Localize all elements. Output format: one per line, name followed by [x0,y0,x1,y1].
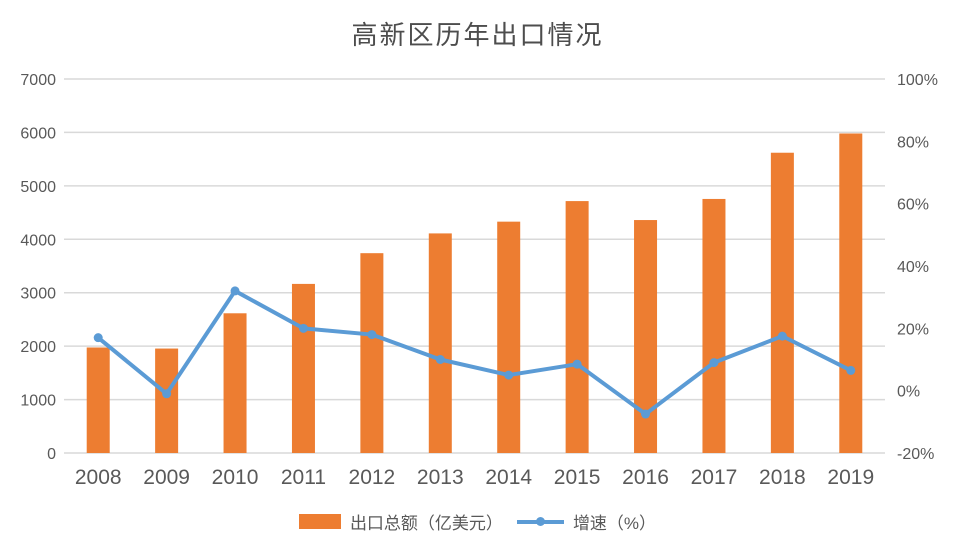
x-axis-label: 2008 [75,466,122,489]
left-axis-tick-label: 3000 [20,286,56,303]
legend: 出口总额（亿美元） 增速（%） [0,509,955,534]
legend-label-export-total: 出口总额（亿美元） [349,514,503,533]
growth-rate-marker [162,389,172,399]
x-axis-label: 2016 [622,466,669,489]
right-axis-tick-label: 20% [897,321,929,338]
growth-rate-marker [777,331,787,341]
right-axis-tick-label: 0% [897,384,920,401]
growth-rate-marker [641,409,651,419]
x-axis-label: 2011 [281,466,326,489]
growth-rate-line [96,288,853,417]
bar-series-swatch [298,514,341,529]
x-axis-label: 2009 [143,466,190,489]
export-total-bar [360,253,384,453]
x-axis-label: 2014 [485,466,532,489]
export-total-bar [839,133,863,454]
growth-rate-marker [367,330,377,340]
export-total-bar [428,233,452,453]
right-axis-tick-label: 80% [897,134,929,151]
x-axis-label: 2017 [691,466,738,489]
line-swatch-marker-icon [535,517,545,526]
right-axis-tick-label: -20% [897,446,934,463]
left-axis-tick-label: 6000 [20,125,56,142]
export-total-bar [86,347,110,453]
left-axis-tick-label: 0 [47,446,56,463]
growth-rate-marker [93,333,103,343]
x-axis-label: 2013 [417,466,464,489]
right-axis-tick-label: 100% [897,72,938,89]
x-axis-label: 2012 [349,466,396,489]
x-axis-label: 2015 [554,466,601,489]
chart-title: 高新区历年出口情况 [351,21,604,50]
growth-rate-marker [572,359,582,369]
left-axis-tick-label: 5000 [20,179,56,196]
right-axis-tick-label: 40% [897,259,929,276]
growth-rate-marker [709,358,719,368]
x-axis-label: 2019 [827,466,874,489]
export-total-bar [702,198,726,453]
export-total-bar [155,348,179,453]
legend-label-growth-rate: 增速（%） [572,514,657,533]
growth-rate-marker [230,286,240,296]
left-axis-tick-label: 4000 [20,232,56,249]
left-axis-tick-label: 1000 [20,393,56,410]
right-axis-tick-label: 60% [897,197,929,214]
export-total-bar [497,221,521,453]
left-axis-tick-label: 2000 [20,339,56,356]
line-series-swatch [516,517,564,526]
export-total-bar [565,201,589,453]
x-axis-label: 2018 [759,466,806,489]
export-total-bar [634,220,658,453]
legend-item-export-total: 出口总额（亿美元） [298,509,503,534]
legend-item-growth-rate: 增速（%） [503,509,656,534]
export-total-bar [223,313,247,453]
export-total-bar [770,152,794,453]
growth-rate-marker [298,323,308,333]
growth-rate-marker [435,355,445,364]
growth-rate-marker [846,365,856,375]
left-axis-tick-label: 7000 [20,72,56,89]
growth-rate-marker [504,370,514,380]
export-total-bar [291,283,315,453]
x-axis-label: 2010 [212,466,259,489]
